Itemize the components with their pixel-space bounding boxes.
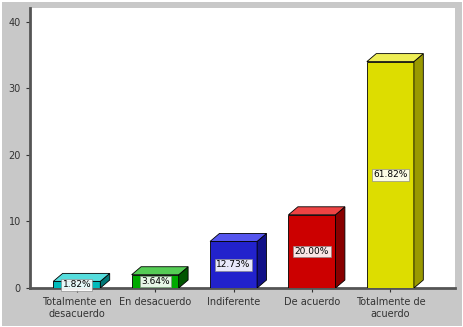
Bar <box>210 241 257 288</box>
Polygon shape <box>179 267 188 288</box>
Text: 61.82%: 61.82% <box>373 170 407 179</box>
Polygon shape <box>100 273 110 288</box>
Polygon shape <box>210 233 267 241</box>
Text: 20.00%: 20.00% <box>295 247 329 256</box>
Polygon shape <box>131 267 188 275</box>
Text: 1.82%: 1.82% <box>63 280 91 289</box>
Polygon shape <box>53 273 110 281</box>
Text: 3.64%: 3.64% <box>141 277 169 286</box>
Polygon shape <box>367 54 423 61</box>
Polygon shape <box>257 233 267 288</box>
Bar <box>367 61 414 288</box>
Polygon shape <box>336 207 345 288</box>
Bar <box>131 275 179 288</box>
Polygon shape <box>288 207 345 215</box>
Text: 12.73%: 12.73% <box>216 260 251 269</box>
Polygon shape <box>414 54 423 288</box>
Bar <box>53 281 100 288</box>
Bar <box>288 215 336 288</box>
